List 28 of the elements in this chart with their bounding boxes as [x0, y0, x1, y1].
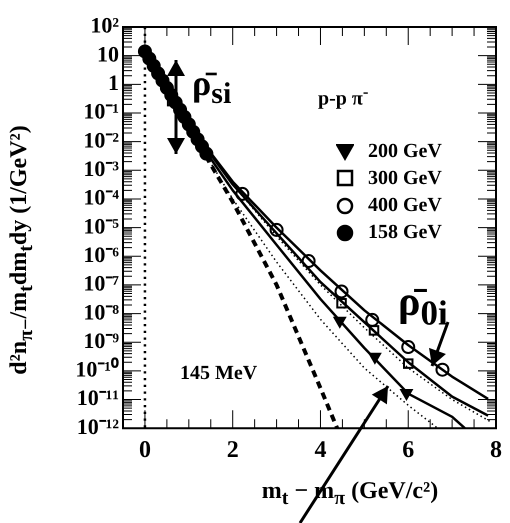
- y-tick-label: 1: [108, 70, 119, 95]
- x-tick-label: 2: [226, 436, 239, 463]
- y-tick-label: 10⁻³: [83, 156, 120, 181]
- y-tick-label: 10²: [90, 12, 120, 38]
- annotation: ρ̄$_{0i}$: [398, 278, 448, 334]
- annotation: p-p π$^{-}$: [318, 82, 368, 111]
- annotation: ρ̄$_{si}$: [192, 62, 232, 112]
- x-tick-label: 4: [314, 436, 326, 463]
- legend-label: 158 GeV: [368, 221, 442, 244]
- x-tick-label: 8: [490, 436, 502, 463]
- y-tick-label: 10⁻⁸: [83, 299, 120, 324]
- legend-label: 400 GeV: [368, 194, 442, 217]
- legend-label: 300 GeV: [368, 167, 442, 190]
- y-tick-label: 10⁻⁵: [83, 213, 120, 238]
- y-tick-label: 10⁻¹¹: [76, 385, 119, 410]
- y-tick-label: 10⁻⁶: [83, 242, 120, 267]
- y-tick-label: 10: [97, 41, 119, 66]
- x-tick-label: 0: [138, 436, 151, 463]
- y-tick-label: 10⁻⁷: [83, 270, 120, 296]
- y-tick-label: 10⁻¹⁰: [75, 356, 119, 382]
- y-tick-label: 10⁻⁴: [83, 184, 120, 210]
- legend-label: 200 GeV: [368, 140, 442, 163]
- y-tick-label: 10⁻²: [83, 127, 120, 152]
- x-tick-label: 6: [402, 436, 414, 463]
- annotation: 145 MeV: [180, 362, 258, 385]
- y-tick-label: 10⁻¹²: [76, 414, 120, 439]
- y-tick-label: 10⁻⁹: [83, 328, 120, 353]
- y-tick-label: 10⁻¹: [83, 98, 119, 124]
